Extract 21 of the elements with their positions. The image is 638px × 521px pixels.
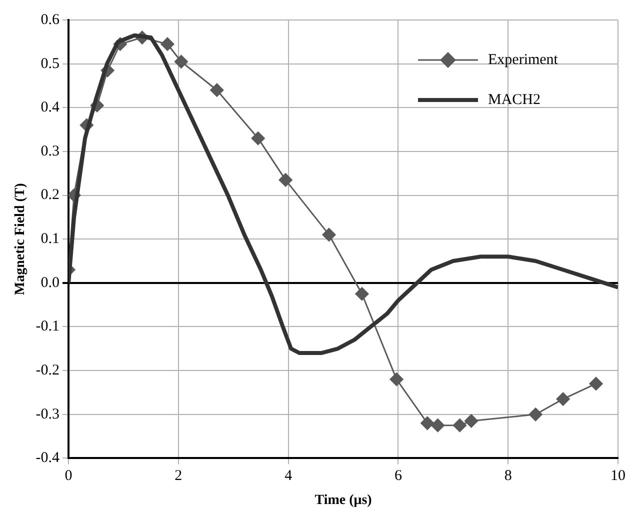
- y-tick-label: 0.3: [40, 143, 60, 160]
- x-tick-label: 8: [504, 468, 512, 484]
- legend-label: MACH2: [488, 92, 541, 108]
- y-tick-label: 0.6: [40, 12, 60, 28]
- y-tick-label: -0.2: [36, 362, 60, 378]
- x-tick-label: 6: [394, 468, 402, 484]
- x-tick-label: 10: [610, 468, 626, 484]
- y-tick-label: 0.0: [40, 274, 60, 291]
- y-tick-label: 0.4: [40, 100, 60, 116]
- legend-label: Experiment: [488, 52, 559, 68]
- y-tick-label: 0.5: [40, 56, 60, 72]
- y-tick-label: 0.1: [40, 231, 60, 248]
- x-tick-label: 2: [174, 468, 182, 484]
- y-tick-label: 0.2: [40, 187, 60, 204]
- y-tick-label: -0.4: [36, 450, 60, 466]
- x-tick-label: 4: [284, 468, 293, 484]
- y-tick-label: -0.1: [36, 318, 60, 335]
- x-axis-title: Time (μs): [314, 493, 372, 508]
- y-tick-label: -0.3: [36, 406, 60, 422]
- y-axis-title: Magnetic Field (T): [13, 182, 28, 296]
- x-tick-label: 0: [64, 468, 72, 484]
